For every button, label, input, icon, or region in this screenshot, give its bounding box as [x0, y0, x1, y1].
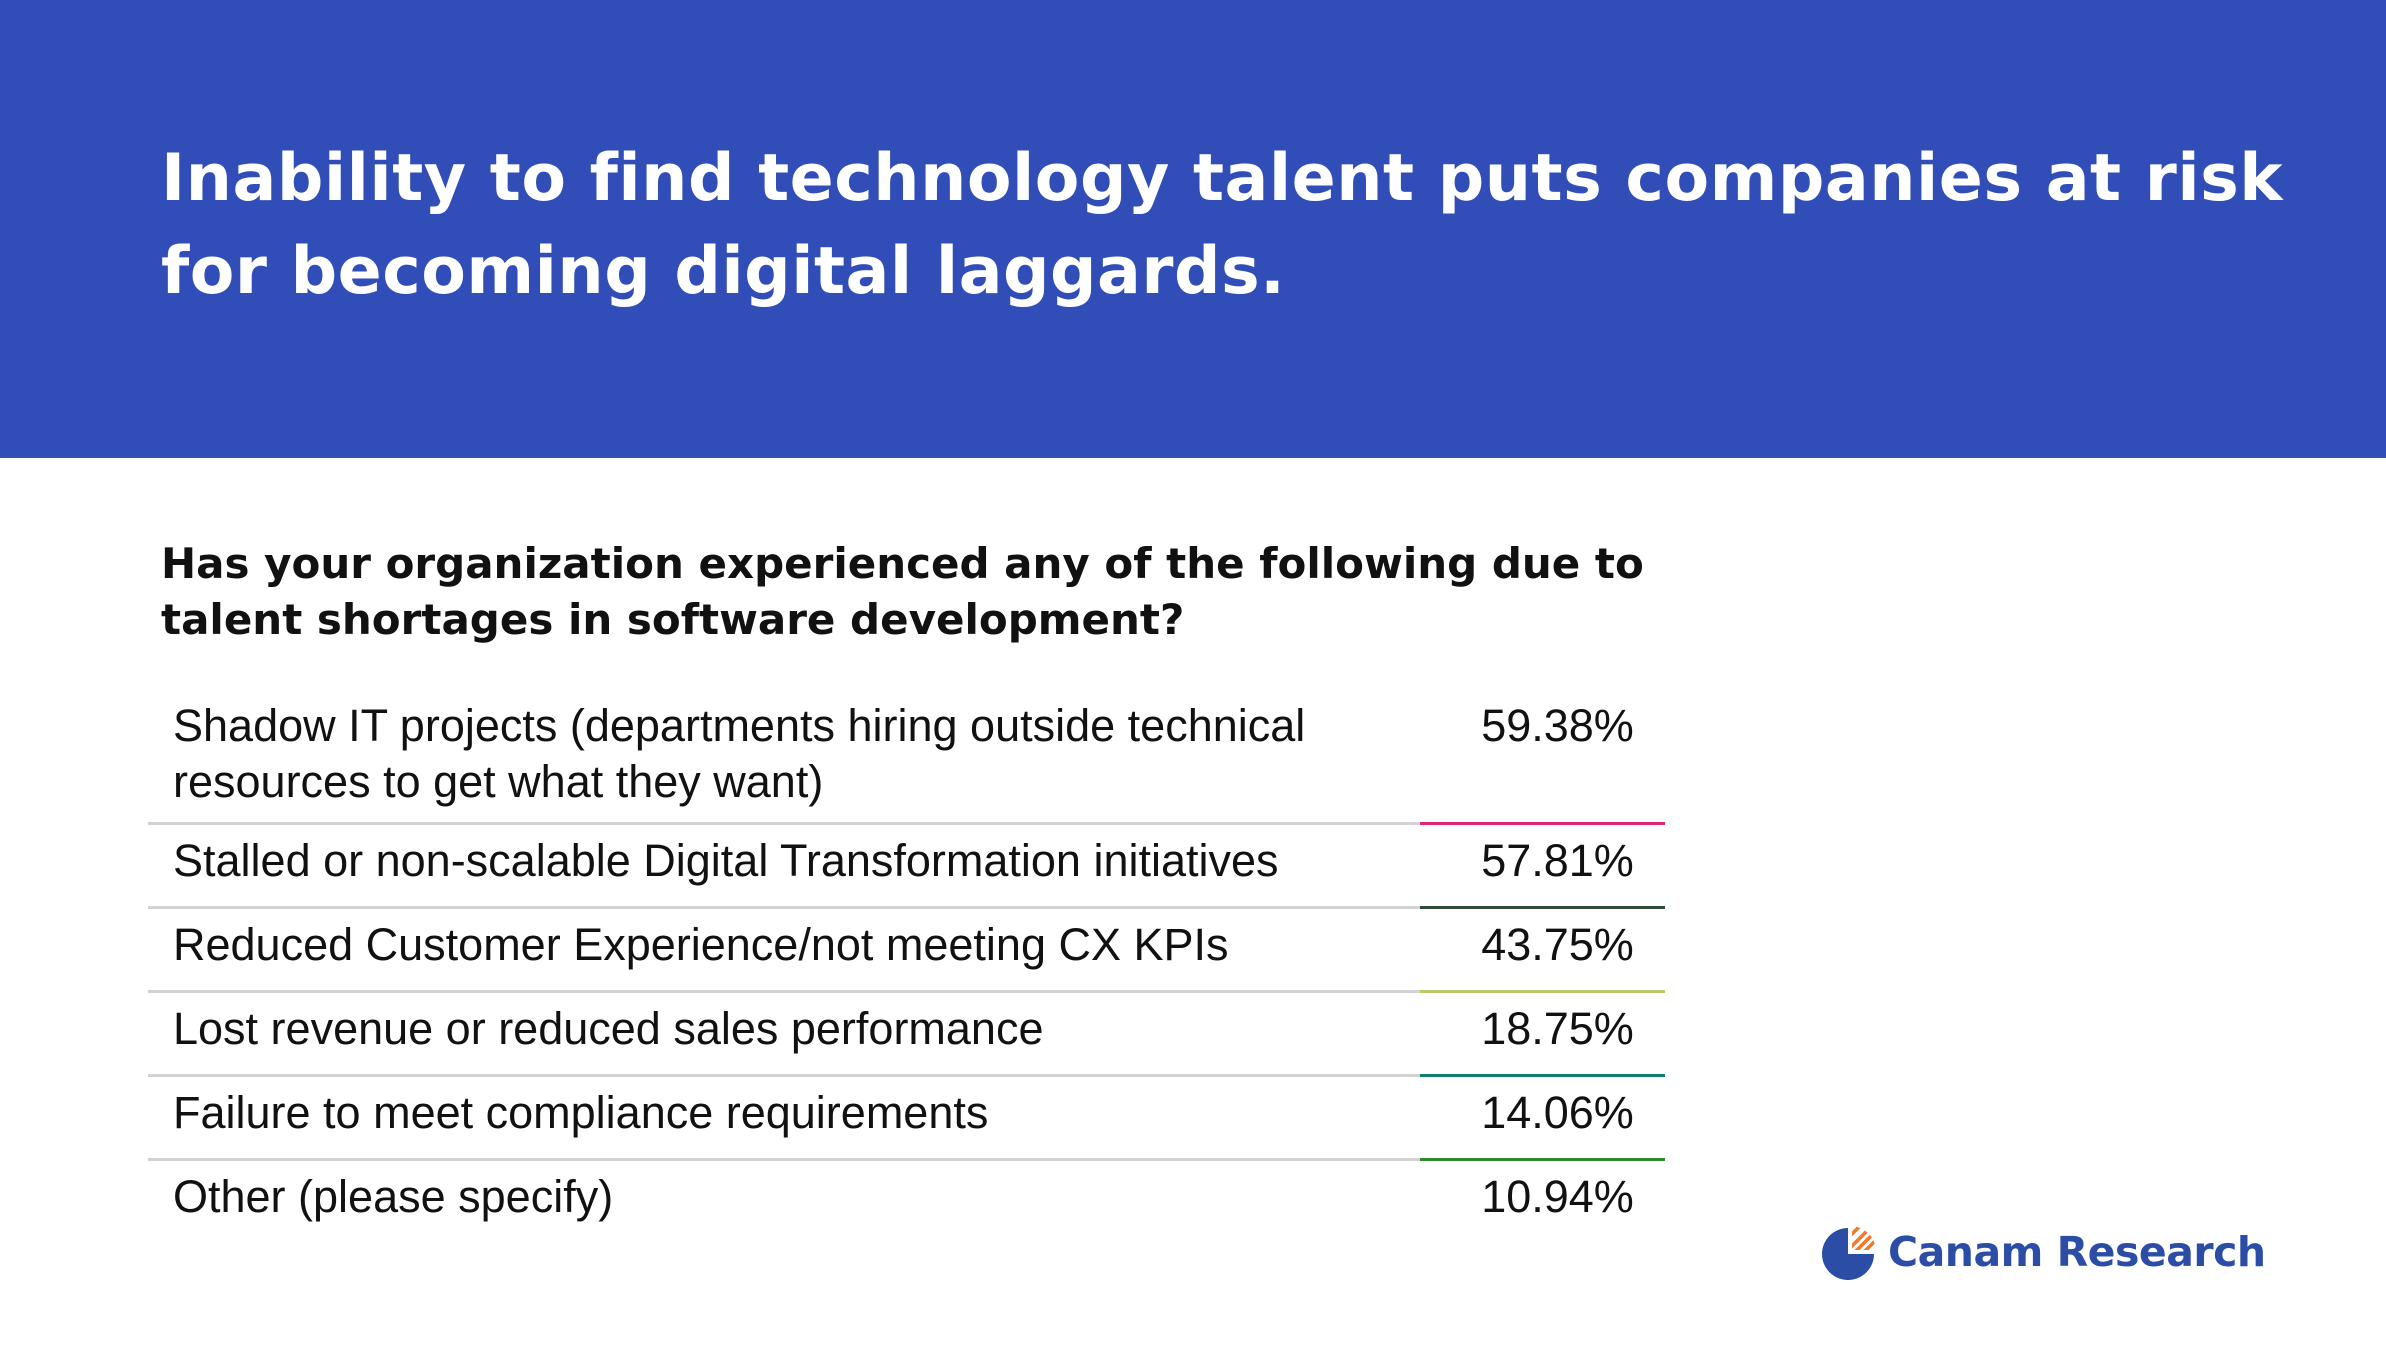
row-label: Failure to meet compliance requirements — [173, 1087, 989, 1138]
row-label: Lost revenue or reduced sales performanc… — [173, 1003, 1044, 1054]
row-value: 10.94% — [1481, 1171, 1634, 1222]
row-accent-divider — [1420, 906, 1665, 909]
row-divider — [148, 990, 1420, 993]
row-divider — [148, 1158, 1420, 1161]
canam-research-logo: Canam Research — [1822, 1222, 2266, 1282]
table-row: Failure to meet compliance requirements 1… — [148, 1077, 1665, 1161]
table-row: Shadow IT projects (departments hiring o… — [148, 690, 1665, 825]
row-divider — [148, 906, 1420, 909]
row-value: 43.75% — [1481, 919, 1634, 970]
row-label: Other (please specify) — [173, 1171, 614, 1222]
row-value: 57.81% — [1481, 835, 1634, 886]
row-divider — [148, 822, 1420, 825]
logo-text: Canam Research — [1888, 1228, 2266, 1276]
page-title: Inability to find technology talent puts… — [161, 141, 2284, 309]
results-table: Shadow IT projects (departments hiring o… — [148, 690, 1665, 1245]
row-value: 18.75% — [1481, 1003, 1634, 1054]
row-accent-divider — [1420, 822, 1665, 825]
row-value: 14.06% — [1481, 1087, 1634, 1138]
canam-pie-logo-icon — [1822, 1226, 1876, 1280]
table-row: Lost revenue or reduced sales performanc… — [148, 993, 1665, 1077]
table-row: Other (please specify) 10.94% — [148, 1161, 1665, 1245]
survey-question: Has your organization experienced any of… — [161, 539, 1644, 644]
row-accent-divider — [1420, 1074, 1665, 1077]
row-value: 59.38% — [1481, 700, 1634, 751]
row-accent-divider — [1420, 1158, 1665, 1161]
row-label: Stalled or non-scalable Digital Transfor… — [173, 835, 1279, 886]
table-row: Reduced Customer Experience/not meeting … — [148, 909, 1665, 993]
table-row: Stalled or non-scalable Digital Transfor… — [148, 825, 1665, 909]
row-label: Reduced Customer Experience/not meeting … — [173, 919, 1229, 970]
header-banner: Inability to find technology talent puts… — [0, 0, 2386, 458]
row-divider — [148, 1074, 1420, 1077]
row-label: Shadow IT projects (departments hiring o… — [173, 700, 1306, 807]
row-accent-divider — [1420, 990, 1665, 993]
